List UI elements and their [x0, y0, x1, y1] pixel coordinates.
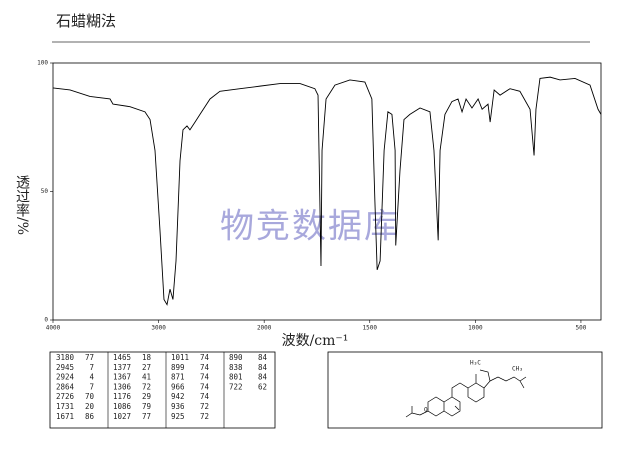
structure-frame — [327, 351, 603, 429]
table-cell: 899 — [171, 363, 185, 372]
structure-label: H₃C — [470, 360, 481, 367]
spectrum-line — [52, 76, 602, 306]
table-cell: 2945 — [56, 363, 74, 372]
table-cell: 20 — [85, 402, 95, 411]
table-cell: 1367 — [113, 373, 131, 382]
table-cell: 3180 — [56, 353, 75, 362]
table-cell: 77 — [85, 353, 94, 362]
table-cell: 72 — [200, 412, 209, 421]
table-cell: 29 — [142, 392, 151, 401]
table-cell: 7 — [89, 382, 94, 391]
table-cell: 1306 — [113, 382, 132, 391]
table-cell: 86 — [85, 412, 95, 421]
table-cell: 2726 — [56, 392, 75, 401]
x-tick-label: 1000 — [468, 325, 483, 332]
table-cell: 838 — [229, 363, 243, 372]
table-cell: 1465 — [113, 353, 131, 362]
structure-drawing — [405, 369, 527, 418]
table-cell: 871 — [171, 373, 185, 382]
table-cell: 18 — [142, 353, 152, 362]
y-tick-label: 0 — [44, 317, 48, 324]
table-cell: 2924 — [56, 373, 75, 382]
table-cell: 79 — [142, 402, 151, 411]
table-cell: 41 — [142, 373, 151, 382]
table-cell: 1731 — [56, 402, 74, 411]
x-tick-label: 4000 — [46, 325, 61, 332]
structure-label: O — [424, 407, 428, 414]
x-tick-label: 500 — [576, 325, 587, 332]
table-cell: 7 — [89, 363, 94, 372]
table-cell: 74 — [200, 363, 210, 372]
table-cell: 1011 — [171, 353, 189, 362]
table-cell: 890 — [229, 353, 243, 362]
table-cell: 966 — [171, 382, 185, 391]
peak-table: 3180 77 2945 7 2924 4 2864 7 2726 70 1731 20 1671 86 1… — [56, 352, 267, 428]
watermark: 物竞数据库 — [220, 207, 400, 247]
plot-frame — [52, 62, 602, 321]
peak-table-frame — [49, 351, 276, 429]
table-cell: 1377 — [113, 363, 131, 372]
table-cell: 74 — [200, 373, 210, 382]
table-cell: 1027 — [113, 412, 131, 421]
table-cell: 1086 — [113, 402, 132, 411]
table-cell: 77 — [142, 412, 151, 421]
table-cell: 801 — [229, 373, 243, 382]
table-cell: 1176 — [113, 392, 132, 401]
x-tick-label: 2000 — [257, 325, 272, 332]
y-tick-label: 50 — [41, 188, 49, 195]
x-tick-label: 1500 — [363, 325, 378, 332]
table-cell: 84 — [258, 353, 268, 362]
table-cell: 74 — [200, 392, 210, 401]
structure-label: CH₃ — [512, 366, 523, 373]
table-cell: 4 — [89, 373, 94, 382]
table-cell: 2864 — [56, 382, 75, 391]
table-cell: 722 — [229, 382, 243, 391]
table-cell: 925 — [171, 412, 185, 421]
x-axis-label: 波数/cm⁻¹ — [282, 333, 349, 349]
table-cell: 84 — [258, 363, 268, 372]
table-cell: 74 — [200, 382, 210, 391]
y-axis-label: 透过率/% — [14, 175, 30, 235]
table-cell: 74 — [200, 353, 210, 362]
table-cell: 942 — [171, 392, 185, 401]
table-cell: 70 — [85, 392, 95, 401]
x-tick-label: 3000 — [151, 325, 166, 332]
table-cell: 1671 — [56, 412, 74, 421]
chart-title: 石蜡糊法 — [56, 12, 116, 30]
y-tick-label: 100 — [37, 60, 48, 67]
table-cell: 84 — [258, 373, 268, 382]
table-cell: 936 — [171, 402, 185, 411]
table-cell: 72 — [142, 382, 151, 391]
table-cell: 27 — [142, 363, 151, 372]
table-cell: 72 — [200, 402, 209, 411]
table-cell: 62 — [258, 382, 267, 391]
